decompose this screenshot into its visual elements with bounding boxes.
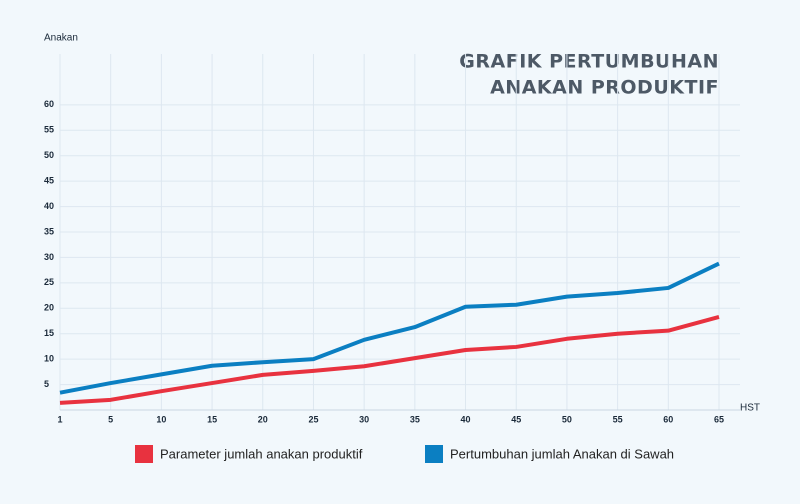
x-tick-label: 60 — [663, 414, 673, 424]
y-tick-label: 60 — [44, 99, 54, 109]
x-tick-label: 30 — [359, 414, 369, 424]
x-tick-label: 55 — [613, 414, 623, 424]
x-tick-label: 10 — [156, 414, 166, 424]
legend-label: Pertumbuhan jumlah Anakan di Sawah — [450, 446, 674, 461]
x-tick-label: 20 — [258, 414, 268, 424]
legend-swatch — [135, 445, 153, 463]
y-tick-label: 15 — [44, 328, 54, 338]
y-tick-label: 30 — [44, 252, 54, 262]
legend-label: Parameter jumlah anakan produktif — [160, 446, 363, 461]
y-tick-label: 40 — [44, 201, 54, 211]
y-tick-label: 5 — [44, 379, 49, 389]
line-series — [59, 315, 720, 405]
y-tick-label: 20 — [44, 303, 54, 313]
x-tick-label: 35 — [410, 414, 420, 424]
x-axis-label: HST — [740, 403, 760, 414]
y-axis-label: Anakan — [44, 33, 78, 44]
x-tick-label: 25 — [308, 414, 318, 424]
x-tick-label: 15 — [207, 414, 217, 424]
y-tick-label: 50 — [44, 150, 54, 160]
y-tick-label: 45 — [44, 176, 54, 186]
chart-title: ANAKAN PRODUKTIF — [490, 77, 719, 99]
y-tick-label: 55 — [44, 125, 54, 135]
x-tick-label: 1 — [57, 414, 62, 424]
x-tick-label: 40 — [461, 414, 471, 424]
y-tick-label: 10 — [44, 354, 54, 364]
legend-swatch — [425, 445, 443, 463]
chart-title: GRAFIK PERTUMBUHAN — [459, 51, 719, 73]
x-tick-label: 65 — [714, 414, 724, 424]
line-series — [59, 261, 720, 395]
y-tick-label: 35 — [44, 226, 54, 236]
y-tick-label: 25 — [44, 277, 54, 287]
x-tick-label: 45 — [511, 414, 521, 424]
x-tick-label: 50 — [562, 414, 572, 424]
x-tick-label: 5 — [108, 414, 113, 424]
